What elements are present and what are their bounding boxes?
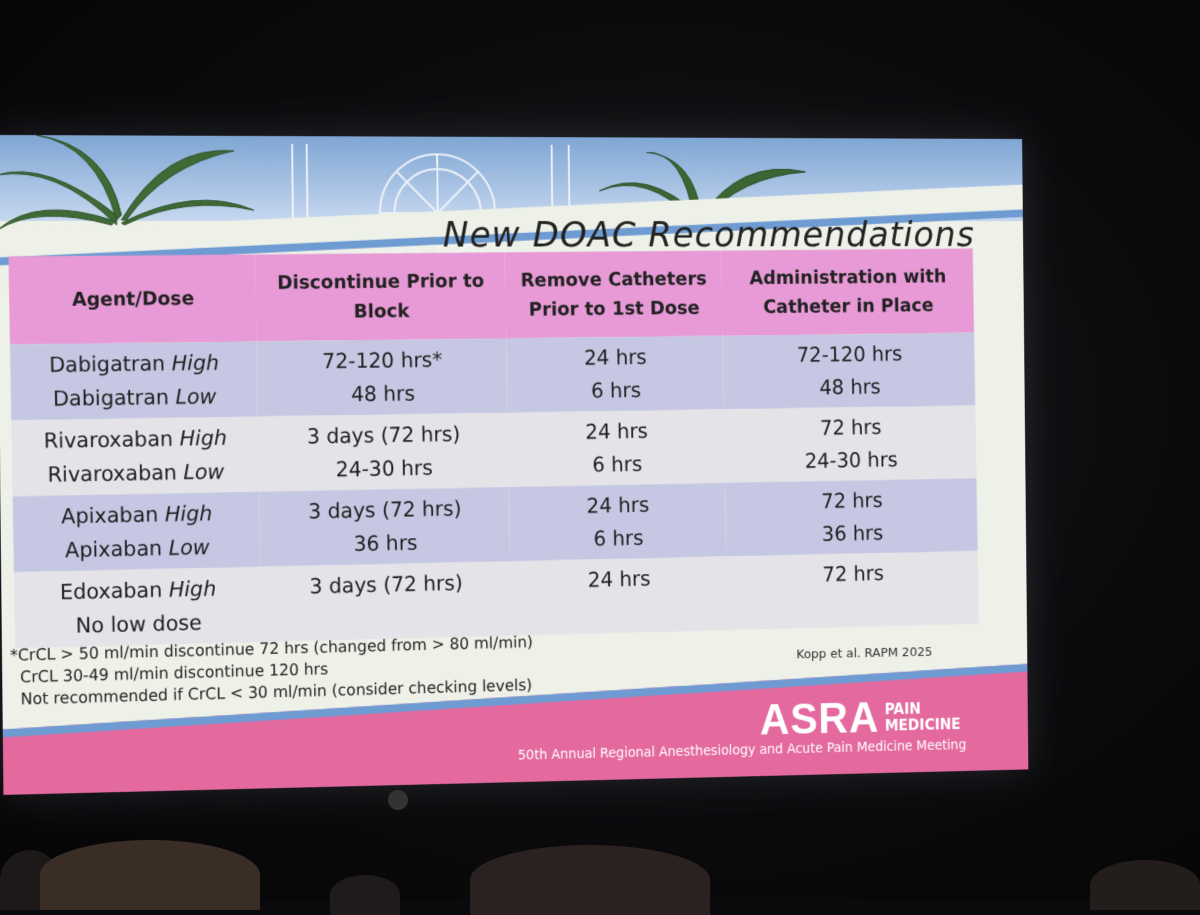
value-high: 3 days (72 hrs)	[266, 417, 500, 454]
value-high: 72 hrs	[732, 409, 969, 446]
value-low: 6 hrs	[514, 373, 716, 409]
agent-name: No low dose	[76, 611, 202, 638]
agent-name: Rivaroxaban	[44, 427, 174, 453]
value-high: 24 hrs	[516, 487, 718, 524]
value-high: 24 hrs	[518, 561, 720, 599]
dose-level: High	[165, 502, 213, 527]
audience-head	[470, 845, 710, 915]
discontinue-cell: 3 days (72 hrs) 24-30 hrs	[258, 413, 509, 492]
remove-cell: 24 hrs 6 hrs	[506, 336, 724, 413]
remove-cell: 24 hrs	[510, 556, 728, 635]
logo-subtitle-line-2: MEDICINE	[885, 716, 961, 735]
value-high: 72-120 hrs*	[265, 342, 499, 379]
agent-cell: Dabigatran High Dabigatran Low	[10, 341, 258, 420]
agent-name: Edoxaban	[60, 578, 163, 604]
discontinue-cell: 3 days (72 hrs) 36 hrs	[259, 487, 510, 567]
logo-wordmark: ASRA	[760, 694, 880, 745]
administration-cell: 72 hrs	[727, 551, 979, 630]
value-low: 48 hrs	[731, 369, 968, 405]
dose-level: High	[169, 577, 217, 602]
value-high: 3 days (72 hrs)	[269, 565, 503, 604]
logo-subtitle: PAIN MEDICINE	[885, 700, 961, 734]
audience-head	[1090, 860, 1200, 910]
agent-cell: Rivaroxaban High Rivaroxaban Low	[11, 417, 259, 497]
footnotes: *CrCL > 50 ml/min discontinue 72 hrs (ch…	[10, 631, 534, 710]
presentation-slide: New DOAC Recommendations Agent/Dose Disc…	[0, 135, 1028, 795]
value-high: 24 hrs	[514, 340, 716, 376]
dose-level: High	[179, 426, 227, 451]
discontinue-cell: 72-120 hrs* 48 hrs	[257, 338, 508, 416]
value-low: 48 hrs	[265, 376, 499, 413]
table-header-row: Agent/Dose Discontinue Prior to Block Re…	[8, 248, 974, 344]
administration-cell: 72 hrs 24-30 hrs	[724, 405, 976, 482]
value-low: 36 hrs	[268, 524, 502, 562]
agent-name: Dabigatran	[49, 352, 165, 377]
agent-cell: Apixaban High Apixaban Low	[13, 492, 261, 573]
value-high: 72-120 hrs	[731, 337, 968, 373]
value-low: 36 hrs	[734, 515, 971, 553]
value-high: 72 hrs	[733, 482, 970, 519]
value-low: 6 hrs	[516, 446, 718, 483]
remove-cell: 24 hrs 6 hrs	[509, 483, 727, 561]
value-low: 24-30 hrs	[267, 450, 501, 488]
palm-tree-icon	[0, 135, 254, 235]
dose-level: Low	[169, 535, 210, 560]
value-high: 3 days (72 hrs)	[267, 491, 501, 529]
value-low: 6 hrs	[517, 520, 719, 557]
dose-level: Low	[175, 385, 216, 409]
administration-cell: 72-120 hrs 48 hrs	[723, 333, 975, 410]
discontinue-cell: 3 days (72 hrs)	[261, 561, 512, 642]
agent-name: Apixaban	[61, 503, 159, 529]
logo-subtitle-line-1: PAIN	[884, 700, 920, 718]
recommendations-table: Agent/Dose Discontinue Prior to Block Re…	[8, 248, 978, 648]
audience-silhouettes	[0, 820, 1200, 900]
header-agent-dose: Agent/Dose	[8, 254, 256, 344]
agent-name: Dabigatran	[53, 385, 169, 411]
audience-head	[330, 875, 400, 915]
administration-cell: 72 hrs 36 hrs	[725, 478, 977, 556]
microphone-icon	[388, 790, 408, 810]
citation: Kopp et al. RAPM 2025	[796, 645, 932, 662]
header-administration: Administration with Catheter in Place	[722, 248, 975, 335]
value-low: 24-30 hrs	[732, 442, 969, 479]
value-high: 24 hrs	[515, 413, 717, 449]
agent-name: Apixaban	[65, 536, 163, 562]
agent-name: Rivaroxaban	[47, 461, 177, 487]
header-discontinue: Discontinue Prior to Block	[255, 252, 506, 341]
dose-level: Low	[183, 460, 224, 485]
dose-level: High	[172, 351, 220, 375]
remove-cell: 24 hrs 6 hrs	[507, 409, 725, 487]
agent-cell: Edoxaban High No low dose	[14, 567, 262, 648]
header-remove-catheters: Remove Catheters Prior to 1st Dose	[505, 251, 723, 339]
